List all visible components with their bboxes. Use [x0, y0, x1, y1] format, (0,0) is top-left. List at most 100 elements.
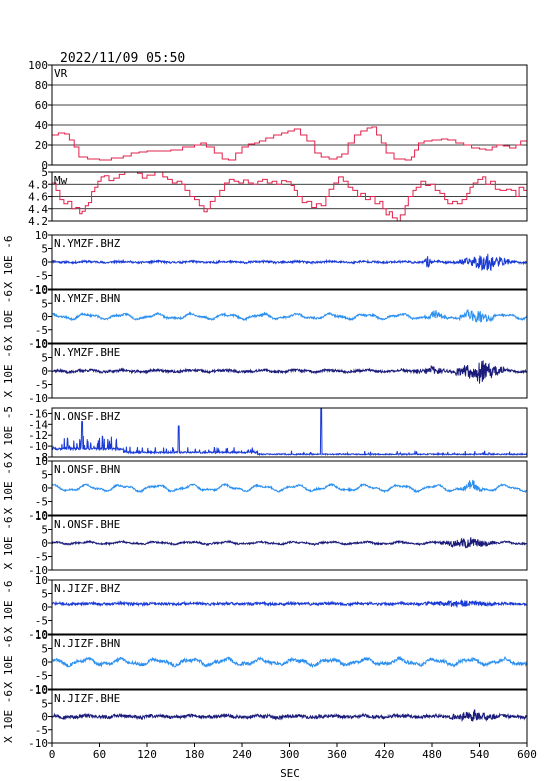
y-tick-label: 5: [41, 166, 48, 179]
x-axis: 0 60 120 180 240 300 360 420 480 540 600: [49, 743, 537, 761]
panel-label: N.YMZF.BHN: [54, 292, 120, 305]
y-tick-label: 5: [41, 352, 48, 365]
trace-jiz-bhz: [52, 599, 527, 608]
x-tick-label: 300: [280, 748, 300, 761]
y-tick-label: -10: [28, 509, 48, 522]
x-tick-label: 480: [422, 748, 442, 761]
x-tick-label: 0: [49, 748, 56, 761]
panel-label: N.ONSF.BHE: [54, 518, 120, 531]
y-tick-label: 100: [28, 59, 48, 72]
y-tick-label: -5: [35, 379, 48, 392]
y-tick-label: -12: [28, 429, 48, 442]
y-tick-label: -10: [28, 392, 48, 405]
y-axis-label: X 10E -6: [2, 462, 15, 515]
y-tick-label: -5: [35, 270, 48, 283]
y-tick-label: 10: [35, 510, 48, 523]
panel-frame: [51, 579, 528, 635]
panel-label: VR: [54, 67, 68, 80]
y-tick-label: 0: [41, 537, 48, 550]
y-axis-label: X 10E -5: [2, 406, 15, 459]
x-tick-label: 240: [232, 748, 252, 761]
x-tick-label: 120: [137, 748, 157, 761]
panel-label: N.JIZF.BHZ: [54, 582, 121, 595]
y-tick-label: 5: [41, 643, 48, 656]
y-tick-label: -5: [35, 496, 48, 509]
y-tick-label: -5: [35, 615, 48, 628]
y-axis-label: X 10E -6: [2, 290, 15, 343]
y-tick-label: 0: [41, 601, 48, 614]
y-tick-label: 10: [35, 629, 48, 642]
datetime-header: 2022/11/09 05:50: [60, 51, 185, 66]
x-tick-label: 540: [470, 748, 490, 761]
y-tick-label: -10: [28, 564, 48, 577]
y-tick-label: 40: [35, 119, 48, 132]
y-tick-label: -10: [28, 283, 48, 296]
y-tick-label: 4.8: [28, 178, 48, 191]
y-tick-label: 4.4: [28, 203, 48, 216]
y-tick-label: -10: [28, 440, 48, 453]
panel-label: N.YMZF.BHZ: [54, 237, 121, 250]
trace-jiz-bhn: [52, 655, 527, 669]
panel-vr: 0 20 40 60 80 100 VR: [28, 59, 528, 172]
x-tick-label: 420: [375, 748, 395, 761]
trace-jiz-bhe: [52, 709, 527, 723]
y-tick-label: -10: [28, 737, 48, 750]
y-tick-label: 10: [35, 229, 48, 242]
panel-label: N.JIZF.BHN: [54, 637, 120, 650]
y-tick-label: 0: [41, 311, 48, 324]
y-tick-label: 4.2: [28, 215, 48, 228]
y-tick-label: 10: [35, 455, 48, 468]
panel-label: Mw: [54, 174, 68, 187]
y-tick-label: -14: [28, 418, 48, 431]
y-axis-label: X 10E -6: [2, 690, 15, 743]
trace-ymz-bhn: [52, 308, 527, 323]
panel-frame: [51, 634, 528, 690]
y-axis-label: X 10E -6: [2, 581, 15, 634]
y-tick-label: -5: [35, 551, 48, 564]
trace-mw: [52, 172, 527, 221]
y-tick-label: -10: [28, 337, 48, 350]
trace-ymz-bhz: [52, 253, 527, 272]
trace-ons-bhe: [52, 537, 527, 549]
panel-label: N.ONSF.BHZ: [54, 410, 121, 423]
x-axis-label: SEC: [280, 767, 300, 780]
y-tick-label: 0: [41, 256, 48, 269]
y-tick-label: 0: [41, 365, 48, 378]
y-tick-label: 10: [35, 684, 48, 697]
panel-label: N.YMZF.BHE: [54, 346, 120, 359]
y-tick-label: 0: [41, 656, 48, 669]
y-tick-label: 60: [35, 99, 48, 112]
y-axis-label: X 10E -6: [2, 517, 15, 570]
trace-vr: [52, 126, 527, 161]
y-tick-label: 5: [41, 697, 48, 710]
y-tick-label: 5: [41, 243, 48, 256]
y-tick-label: -16: [28, 407, 48, 420]
y-tick-label: 5: [41, 524, 48, 537]
y-tick-label: 10: [35, 574, 48, 587]
x-tick-label: 60: [93, 748, 106, 761]
y-tick-label: 20: [35, 139, 48, 152]
y-tick-label: 0: [41, 159, 48, 172]
y-tick-label: 0: [41, 711, 48, 724]
y-tick-label: 10: [35, 284, 48, 297]
y-tick-label: -5: [35, 670, 48, 683]
y-tick-label: -10: [28, 683, 48, 696]
y-tick-label: -5: [35, 724, 48, 737]
y-tick-label: -5: [35, 324, 48, 337]
y-tick-label: 0: [41, 482, 48, 495]
panel-frame: [51, 407, 528, 458]
x-tick-label: 360: [327, 748, 347, 761]
panel-ons-bhz: -16-14-12-10-8 N.ONSF.BHZ X 10E -5: [2, 406, 528, 464]
y-tick-label: 80: [35, 79, 48, 92]
x-tick-label: 180: [185, 748, 205, 761]
x-tick-label: 600: [517, 748, 537, 761]
y-tick-label: -10: [28, 628, 48, 641]
